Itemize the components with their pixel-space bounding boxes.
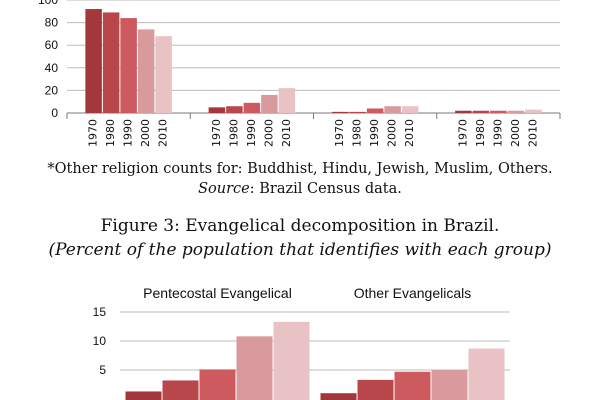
bar-g2-1980 bbox=[357, 379, 394, 400]
x-tick-label-g1-1990: 1990 bbox=[122, 119, 135, 147]
y-tick-label-100: 100 bbox=[38, 0, 58, 7]
x-tick-label-g3-1990: 1990 bbox=[368, 119, 381, 147]
bar-g1-2010 bbox=[273, 321, 310, 400]
bar-g4-1970 bbox=[455, 110, 472, 113]
y-tick-label-20: 20 bbox=[45, 83, 59, 97]
y-tick-label-60: 60 bbox=[45, 38, 59, 52]
bar-g2-1970 bbox=[208, 107, 226, 113]
x-tick-label-g4-1990: 1990 bbox=[491, 119, 504, 147]
bar-g2-2010 bbox=[278, 88, 296, 113]
bar-g2-1980 bbox=[226, 106, 243, 113]
x-tick-label-g3-1970: 1970 bbox=[333, 119, 346, 147]
y-tick-label-15: 15 bbox=[93, 305, 107, 319]
bar-g3-1970 bbox=[331, 111, 349, 113]
x-tick-label-g4-1980: 1980 bbox=[474, 119, 487, 147]
y-tick-label-10: 10 bbox=[93, 334, 107, 348]
bar-g3-1990 bbox=[366, 108, 384, 113]
y-tick-label-40: 40 bbox=[45, 61, 59, 75]
bar-g4-2010 bbox=[525, 109, 542, 113]
x-tick-label-g4-1970: 1970 bbox=[456, 119, 469, 147]
x-tick-label-g2-1990: 1990 bbox=[245, 119, 258, 147]
bar-g1-1980 bbox=[102, 12, 120, 113]
bar-g4-1980 bbox=[472, 110, 490, 113]
bar-g2-1990 bbox=[243, 102, 261, 113]
bar-g1-2010 bbox=[155, 36, 172, 113]
bar-g3-1980 bbox=[349, 111, 366, 113]
x-tick-label-g3-2010: 2010 bbox=[403, 119, 416, 147]
group-title-1: Pentecostal Evangelical bbox=[143, 285, 292, 301]
bar-g2-2000 bbox=[261, 94, 278, 113]
x-tick-label-g2-2000: 2000 bbox=[262, 119, 275, 147]
bar-g3-2010 bbox=[401, 106, 419, 113]
x-tick-label-g2-1980: 1980 bbox=[227, 119, 240, 147]
x-tick-label-g3-2000: 2000 bbox=[386, 119, 399, 147]
source-line: Source: Brazil Census data. bbox=[0, 181, 600, 197]
bar-g1-2000 bbox=[137, 29, 155, 114]
x-tick-label-g4-2010: 2010 bbox=[526, 119, 539, 147]
other-religion-note: *Other religion counts for: Buddhist, Hi… bbox=[0, 161, 600, 177]
bar-g2-2000 bbox=[431, 370, 468, 400]
bar-g2-1990 bbox=[394, 371, 431, 400]
bar-g1-1980 bbox=[162, 380, 199, 400]
x-tick-label-g1-1970: 1970 bbox=[87, 119, 100, 147]
x-tick-label-g2-2010: 2010 bbox=[280, 119, 293, 147]
bar-g1-1970 bbox=[85, 9, 102, 113]
x-tick-label-g4-2000: 2000 bbox=[509, 119, 522, 147]
y-tick-label-5: 5 bbox=[99, 363, 106, 377]
bar-g3-2000 bbox=[384, 106, 401, 113]
bar-g2-1970 bbox=[320, 393, 357, 400]
bar-g1-1970 bbox=[125, 391, 162, 400]
x-tick-label-g1-2010: 2010 bbox=[157, 119, 170, 147]
bar-g1-2000 bbox=[236, 336, 273, 400]
figure-3-title: Figure 3: Evangelical decomposition in B… bbox=[100, 216, 500, 236]
y-tick-label-80: 80 bbox=[45, 16, 59, 30]
x-tick-label-g2-1970: 1970 bbox=[210, 119, 223, 147]
bar-g1-1990 bbox=[199, 369, 236, 400]
bar-g4-2000 bbox=[507, 110, 525, 113]
figure-3-subtitle: (Percent of the population that identifi… bbox=[48, 240, 552, 260]
x-tick-label-g3-1980: 1980 bbox=[351, 119, 364, 147]
source-label: Source bbox=[198, 181, 250, 197]
source-text: : Brazil Census data. bbox=[249, 181, 402, 197]
y-tick-label-0: 0 bbox=[51, 106, 58, 120]
bar-g4-1990 bbox=[490, 110, 507, 113]
x-tick-label-g1-1980: 1980 bbox=[104, 119, 117, 147]
bar-g2-2010 bbox=[468, 348, 505, 400]
bar-g1-1990 bbox=[120, 18, 137, 113]
x-tick-label-g1-2000: 2000 bbox=[139, 119, 152, 147]
group-title-2: Other Evangelicals bbox=[354, 285, 472, 301]
other-religion-note-text: *Other religion counts for: Buddhist, Hi… bbox=[47, 161, 553, 177]
